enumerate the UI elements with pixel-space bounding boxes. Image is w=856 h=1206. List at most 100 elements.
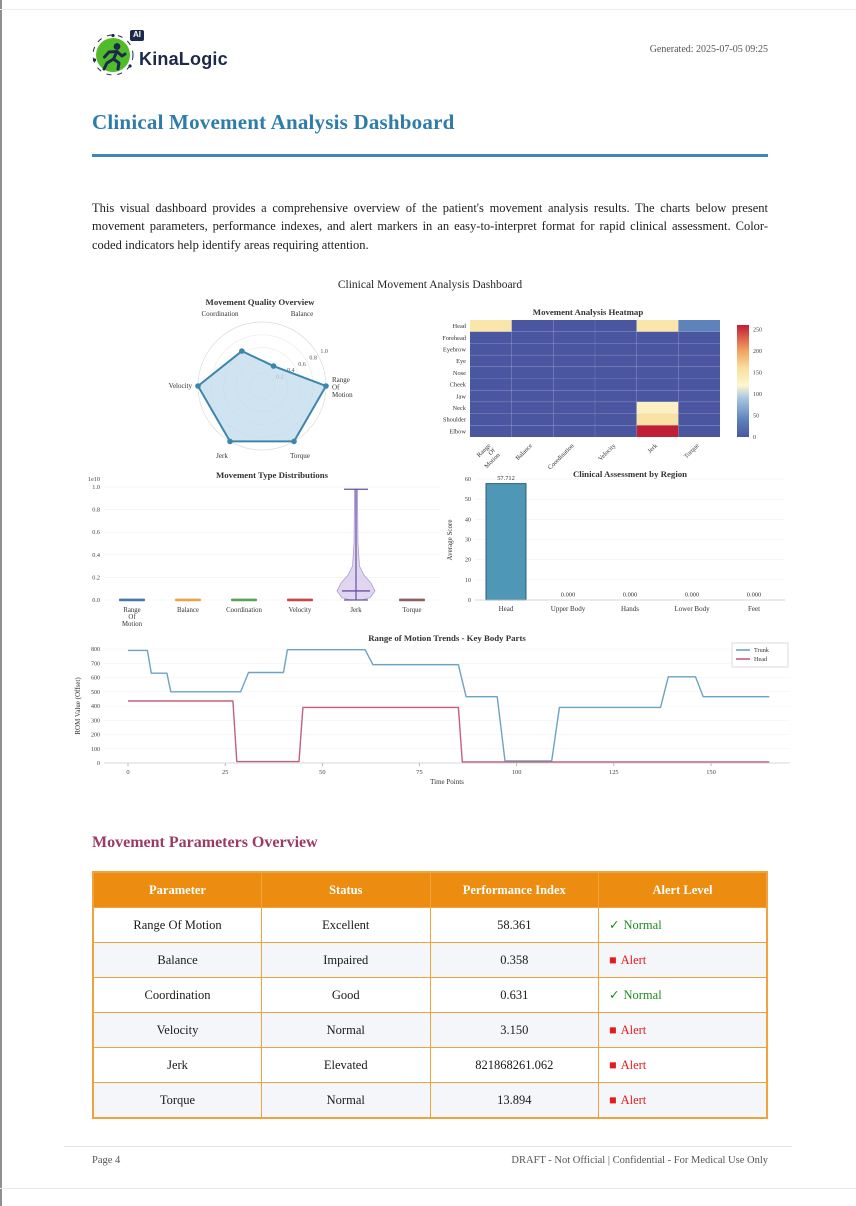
svg-text:0: 0 [468,597,471,604]
bar-category-label: Upper Body [551,605,586,613]
bar-ylabel: Average Score [446,520,454,561]
brand-name: KinaLogic [139,48,228,69]
svg-text:125: 125 [609,769,619,776]
heatmap-row-label: Head [453,323,467,330]
table-header: Parameter Status Performance Index Alert Le… [92,871,768,908]
performance-index-cell: 0.358 [429,942,599,978]
heatmap-title: Movement Analysis Heatmap [533,307,644,317]
svg-text:0.8: 0.8 [92,507,100,514]
violin-category-label: Balance [177,607,199,614]
alert-level-cell: ✓ Normal [598,907,768,943]
svg-text:0.2: 0.2 [92,574,100,581]
colorbar-tick: 0 [753,435,756,441]
heatmap-row-label: Eye [456,358,466,365]
svg-text:300: 300 [91,718,100,724]
column-header: Performance Index [429,871,599,908]
bar-value-label: 0.000 [623,592,637,599]
table-row: Jerk Elevated 821868261.062 ■ Alert [92,1047,768,1083]
page-title: Clinical Movement Analysis Dashboard [92,110,455,134]
heatmap-row-label: Nose [453,370,466,377]
colorbar-tick: 150 [753,370,762,376]
svg-text:50: 50 [319,769,325,776]
svg-text:200: 200 [91,733,100,739]
radar-axis-label: Range Of Motion [332,376,353,399]
status-cell: Normal [261,1082,431,1119]
status-cell: Impaired [261,942,431,978]
radar-axis-label: Balance [291,310,314,318]
line-ylabel: ROM Value (Offset) [74,677,82,735]
alert-level-cell: ✓ Normal [598,977,768,1013]
svg-text:0.0: 0.0 [92,597,100,604]
svg-text:100: 100 [512,769,522,776]
svg-text:20: 20 [465,557,471,564]
parameters-table: Parameter Status Performance Index Alert Le… [92,871,768,1119]
heatmap-row-label: Eyebrow [443,346,466,353]
legend-label: Trunk [754,647,770,654]
svg-text:400: 400 [91,704,100,710]
bar-category-label: Hands [621,605,639,613]
check-icon: ✓ [609,988,620,1002]
violin-category-label: Torque [402,607,421,614]
colorbar-tick: 50 [753,413,759,419]
svg-text:800: 800 [91,647,100,653]
colorbar-tick: 100 [753,392,762,398]
runner-logo-icon: AI [92,30,144,76]
svg-text:0.6: 0.6 [298,362,306,368]
parameter-cell: Range Of Motion [92,907,262,943]
svg-text:50: 50 [465,496,471,503]
radar-axis-label: Coordination [202,310,239,318]
generated-timestamp: Generated: 2025-07-05 09:25 [649,44,768,55]
alert-square-icon: ■ [609,1057,617,1072]
alert-square-icon: ■ [609,1092,617,1107]
colorbar-tick: 250 [753,327,762,333]
svg-text:1.0: 1.0 [92,484,100,491]
svg-text:0.4: 0.4 [287,368,295,374]
radar-chart: Movement Quality Overview0.20.40.60.81.0… [169,297,353,460]
radar-title: Movement Quality Overview [206,297,316,307]
bar-category-label: Lower Body [674,605,710,613]
heatmap-col-label: Balance [514,442,534,462]
bar-chart: Clinical Assessment by Region 0 10 20 30 40 50… [446,469,785,613]
bar-value-label: 0.000 [685,592,699,599]
svg-text:10: 10 [465,577,471,584]
footer-disclaimer: DRAFT - Not Official | Confidential - Fo… [511,1155,768,1166]
line-chart: Range of Motion Trends - Key Body Parts 0… [74,633,790,786]
violin-category-label: Range Of Motion [122,607,143,628]
heatmap-chart: Movement Analysis Heatmap Head Forehead Eye… [442,307,762,471]
performance-index-cell: 821868261.062 [429,1047,599,1083]
radar-axis-label: Jerk [216,452,228,460]
bar-value-label: 0.000 [747,592,761,599]
dashboard-charts: Clinical Movement Analysis Dashboard Move… [74,279,790,786]
alert-level-cell: ■ Alert [598,1012,768,1048]
dashboard-figure: Clinical Movement Analysis Dashboard Move… [64,270,792,802]
alert-level-cell: ■ Alert [598,1082,768,1119]
bar-category-label: Head [499,605,514,613]
bar-value-label: 0.000 [561,592,575,599]
parameter-cell: Torque [92,1082,262,1119]
check-icon: ✓ [609,918,620,932]
line-title: Range of Motion Trends - Key Body Parts [368,633,526,643]
brand-logo: AI KinaLogic [92,30,228,76]
page-header: AI KinaLogic Generated: 2025-07-05 09:25 [92,30,768,80]
heatmap-row-label: Cheek [450,382,467,389]
radar-axis-label: Velocity [169,382,193,390]
performance-index-cell: 13.894 [429,1082,599,1119]
heatmap-col-label: Torque [683,442,701,460]
ai-badge: AI [130,30,144,41]
parameter-cell: Velocity [92,1012,262,1048]
heatmap-row-label: Forehead [442,335,467,342]
svg-text:1.0: 1.0 [320,349,328,355]
svg-text:700: 700 [91,661,100,667]
heatmap-row-label: Shoulder [443,417,467,424]
alert-square-icon: ■ [609,1022,617,1037]
parameter-cell: Coordination [92,977,262,1013]
table-row: Velocity Normal 3.150 ■ Alert [92,1012,768,1048]
heatmap-row-label: Elbow [449,428,466,435]
title-rule [92,154,768,157]
performance-index-cell: 3.150 [429,1012,599,1048]
svg-text:0: 0 [126,769,129,776]
figure-title: Clinical Movement Analysis Dashboard [338,279,523,291]
page-left-edge [0,0,2,1206]
table-row: Range Of Motion Excellent 58.361 ✓ Normal [92,907,768,943]
violin-category-label: Coordination [226,607,262,614]
